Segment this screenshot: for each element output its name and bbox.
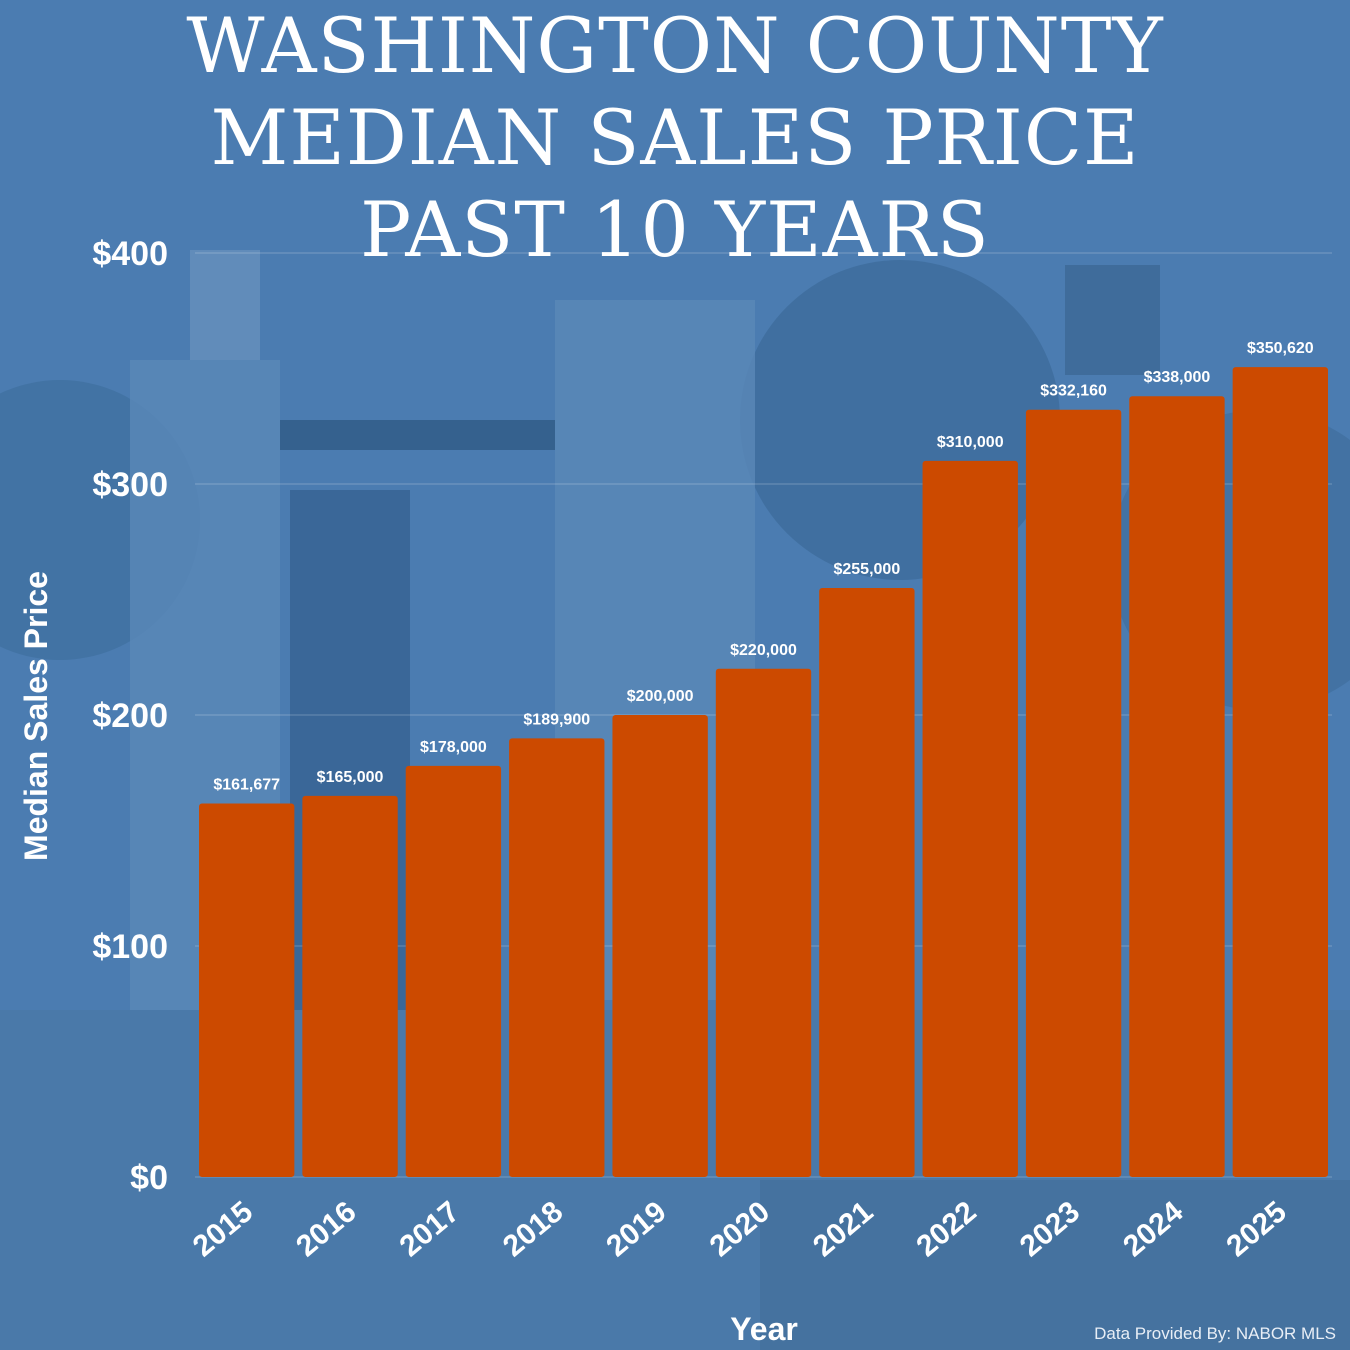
data-label: $178,000 (420, 739, 487, 756)
data-label: $189,900 (523, 711, 590, 728)
bar (612, 715, 708, 1177)
x-tick-label: 2020 (704, 1195, 776, 1263)
data-label: $255,000 (833, 561, 900, 578)
x-tick-label: 2019 (600, 1195, 672, 1263)
data-label: $338,000 (1144, 369, 1211, 386)
data-label: $350,620 (1247, 340, 1314, 357)
x-tick-label: 2022 (910, 1195, 982, 1263)
data-labels: $161,677 $165,000 $178,000 $189,900 $200,000… (213, 340, 1313, 793)
bar (922, 460, 1018, 1177)
data-label: $200,000 (627, 688, 694, 705)
y-tick-label: $300 (92, 466, 168, 504)
y-tick-label: $400 (92, 235, 168, 273)
chart-title: WASHINGTON COUNTY MEDIAN SALES PRICE PAS… (0, 0, 1350, 276)
x-tick-label: 2025 (1220, 1195, 1292, 1263)
x-tick-label: 2024 (1117, 1195, 1190, 1263)
bar (302, 795, 398, 1177)
data-label: $310,000 (937, 434, 1004, 451)
y-tick-label: $200 (92, 697, 168, 735)
x-tick-label: 2018 (497, 1195, 569, 1263)
title-line-2: MEDIAN SALES PRICE (210, 93, 1140, 182)
data-label: $161,677 (213, 777, 280, 794)
y-tick-label: $100 (92, 928, 168, 966)
x-tick-label: 2017 (394, 1195, 466, 1263)
x-tick-label: 2021 (807, 1195, 879, 1263)
y-axis-ticks: $0 $100 $200 $300 $400 (92, 235, 168, 1197)
y-tick-label: $0 (130, 1159, 168, 1197)
bar (1129, 396, 1225, 1178)
bar (199, 803, 295, 1177)
bar (1025, 409, 1122, 1177)
x-tick-label: 2016 (290, 1195, 362, 1263)
y-axis-label: Median Sales Price (18, 571, 54, 861)
data-label: $165,000 (317, 769, 384, 786)
title-line-3: PAST 10 YEARS (360, 185, 990, 274)
bar (1232, 367, 1328, 1177)
x-axis-ticks: 2015 2016 2017 2018 2019 2020 2021 2022 2023 2024… (187, 1195, 1293, 1263)
bar (715, 668, 812, 1177)
x-axis-label: Year (730, 1311, 798, 1347)
data-label: $332,160 (1040, 383, 1107, 400)
bar (405, 765, 502, 1177)
x-tick-label: 2015 (187, 1195, 259, 1263)
x-tick-label: 2023 (1014, 1195, 1086, 1263)
data-label: $220,000 (730, 642, 797, 659)
bars (199, 367, 1328, 1178)
bar (819, 587, 915, 1177)
title-line-1: WASHINGTON COUNTY (186, 1, 1164, 90)
bar (509, 738, 605, 1177)
data-source-note: Data Provided By: NABOR MLS (1094, 1324, 1336, 1343)
